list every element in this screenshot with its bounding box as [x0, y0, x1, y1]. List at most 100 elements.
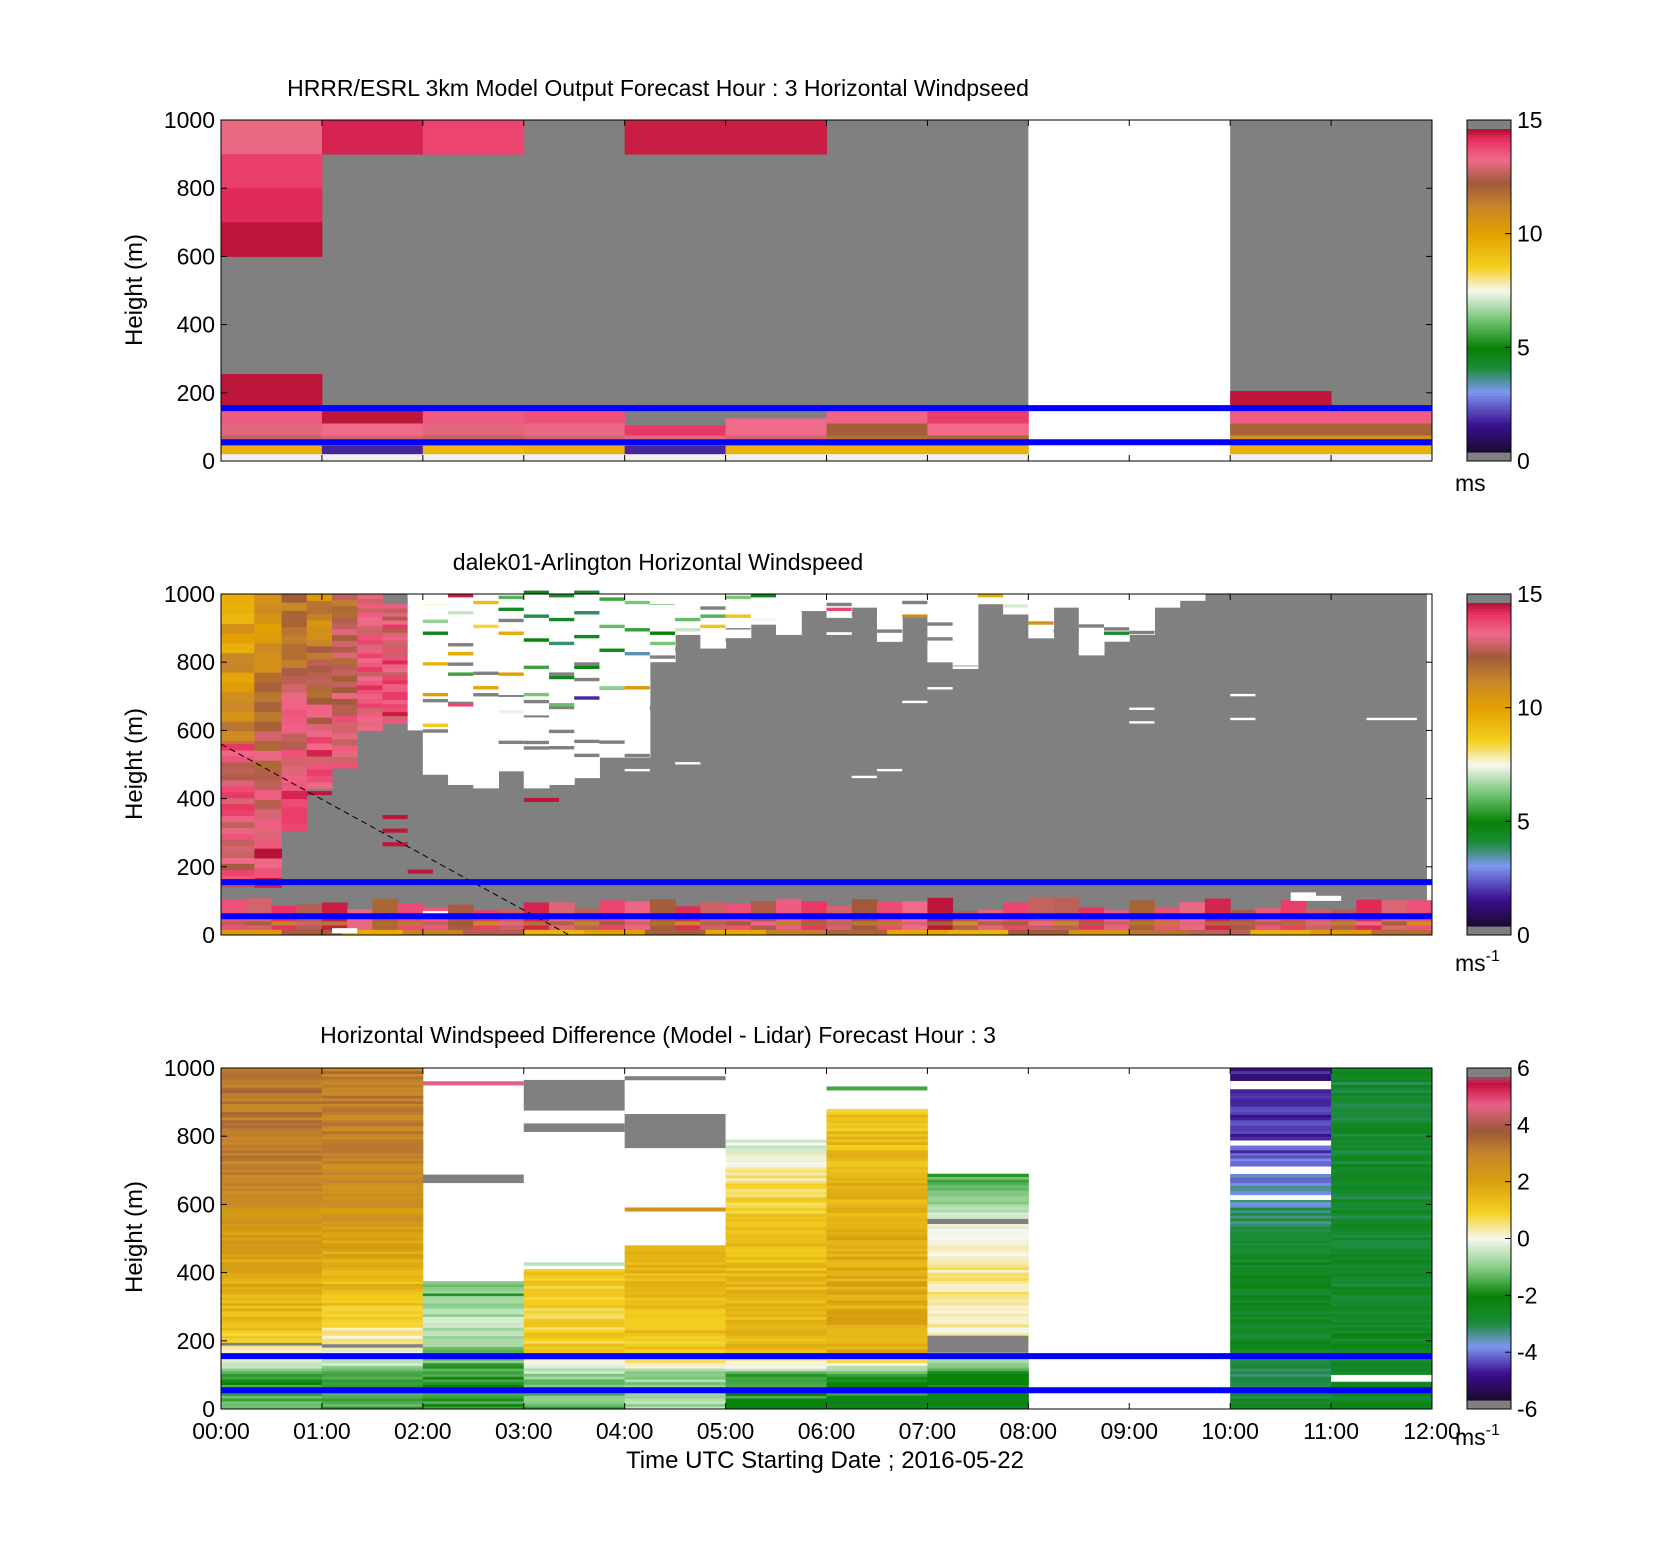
colorbar-swatch [1467, 277, 1511, 281]
difference-cell [1230, 1258, 1332, 1263]
difference-cell [221, 1179, 323, 1184]
windspeed-cell [306, 600, 333, 608]
windspeed-cell [382, 659, 409, 665]
windspeed-cell [498, 631, 524, 635]
windspeed-cell [281, 716, 308, 726]
difference-cell [321, 1359, 424, 1364]
windspeed-cell [1230, 423, 1433, 436]
difference-cell [927, 1277, 1029, 1281]
colorbar-swatch [1467, 1200, 1511, 1205]
difference-cell [725, 1316, 827, 1320]
difference-cell [624, 1302, 727, 1306]
difference-cell [321, 1365, 424, 1369]
difference-cell [1230, 1215, 1332, 1219]
difference-cell [1331, 1149, 1433, 1154]
difference-cell [221, 1209, 323, 1214]
difference-cell [221, 1089, 323, 1094]
colorbar-swatch [1467, 215, 1511, 219]
difference-cell [422, 1398, 525, 1402]
difference-cell [725, 1142, 827, 1146]
missing-data-cell [826, 632, 852, 635]
windspeed-cell [750, 594, 777, 598]
windspeed-cell [332, 646, 358, 653]
difference-cell [826, 1242, 928, 1246]
no-data-cell [473, 693, 499, 697]
difference-cell [321, 1264, 424, 1268]
difference-cell [321, 1209, 424, 1214]
difference-cell [422, 1368, 525, 1372]
difference-cell [221, 1228, 323, 1233]
difference-cell [422, 1376, 525, 1380]
difference-cell [221, 1190, 323, 1194]
colorbar-swatch [1467, 198, 1511, 203]
difference-cell [321, 1218, 424, 1222]
difference-cell [826, 1218, 928, 1222]
difference-cell [321, 1114, 424, 1118]
windspeed-cell [574, 921, 600, 926]
windspeed-cell [624, 425, 727, 436]
missing-data-cell [498, 720, 524, 724]
windspeed-cell [498, 607, 524, 612]
difference-cell [826, 1168, 928, 1173]
difference-cell [927, 1299, 1029, 1303]
colorbar-swatch [1467, 662, 1511, 666]
difference-cell [624, 1291, 727, 1295]
windspeed-cell [382, 620, 409, 625]
difference-cell [321, 1171, 424, 1175]
difference-cell [624, 1384, 727, 1388]
difference-cell [624, 1381, 727, 1385]
missing-data-cell [473, 645, 499, 649]
difference-cell [826, 1215, 928, 1219]
missing-data-region [473, 594, 500, 789]
difference-cell [725, 1248, 827, 1252]
difference-cell [422, 1081, 524, 1086]
windspeed-cell [281, 700, 308, 710]
colorbar-swatch [1467, 322, 1511, 327]
colorbar-swatch [1467, 242, 1511, 246]
difference-cell [1230, 1100, 1332, 1104]
y-tick-label: 1000 [164, 107, 215, 133]
difference-cell [826, 1234, 928, 1238]
windspeed-cell [649, 631, 676, 635]
difference-cell [523, 1381, 626, 1385]
difference-cell [1230, 1299, 1332, 1304]
windspeed-cell [254, 662, 283, 673]
no-data-cell [801, 751, 827, 756]
colorbar-swatch [1467, 166, 1511, 170]
difference-cell [624, 1310, 727, 1315]
difference-cell [1230, 1133, 1332, 1137]
difference-cell [927, 1359, 1029, 1363]
colorbar-swatch [1467, 145, 1511, 149]
colorbar-swatch [1467, 1184, 1511, 1188]
difference-cell [927, 1313, 1029, 1317]
colorbar-swatch [1467, 1343, 1511, 1347]
no-data-cell [1179, 646, 1205, 650]
colorbar-swatch [1467, 153, 1511, 157]
difference-cell [1331, 1098, 1433, 1102]
windspeed-cell [1003, 921, 1029, 926]
difference-cell [523, 1329, 626, 1333]
colorbar-swatch [1467, 1397, 1511, 1401]
difference-cell [826, 1226, 928, 1230]
windspeed-cell [321, 445, 424, 455]
windspeed-cell [357, 662, 383, 668]
difference-cell [221, 1272, 323, 1276]
windspeed-cell [422, 409, 525, 424]
difference-cell [221, 1078, 323, 1083]
colorbar-swatch [1467, 250, 1511, 254]
difference-cell [422, 1289, 525, 1293]
difference-cell [1331, 1130, 1433, 1134]
windspeed-cell [624, 651, 650, 656]
windspeed-cell [357, 598, 383, 604]
colorbar-swatch [1467, 646, 1511, 650]
difference-cell [826, 1272, 928, 1276]
difference-cell [422, 1332, 525, 1337]
difference-cell [523, 1378, 626, 1383]
difference-cell [725, 1213, 827, 1217]
panel-model-ylabel: Height (m) [121, 234, 148, 346]
missing-data-cell [422, 741, 449, 745]
difference-cell [826, 1117, 928, 1121]
windspeed-cell [357, 639, 383, 645]
windspeed-cell [357, 666, 383, 672]
difference-cell [1230, 1313, 1332, 1317]
